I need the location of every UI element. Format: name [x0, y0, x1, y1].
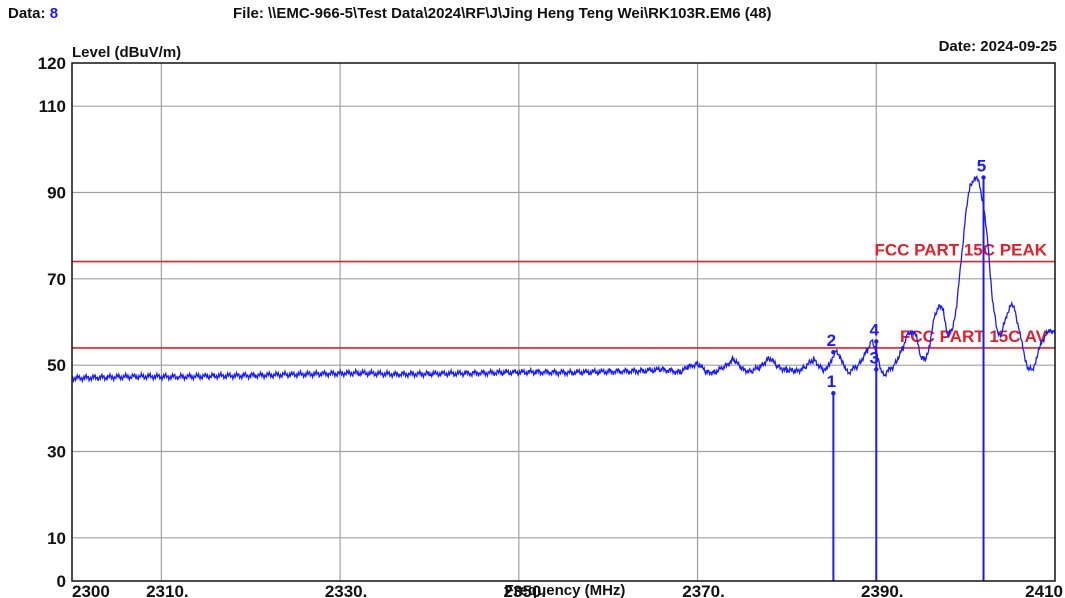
trace-layer — [71, 174, 1056, 384]
plot-frame — [71, 62, 1056, 582]
x-tick-label: 2370. — [682, 582, 725, 598]
y-tick-label: 70 — [47, 270, 66, 289]
y-tick-label: 30 — [47, 443, 66, 462]
x-tick-label: 2330. — [325, 582, 368, 598]
data-label: Data: — [8, 5, 46, 22]
marker-number: 5 — [977, 156, 986, 175]
tick-label-layer: 0 10 30 50 70 90 110 120 2300 2310. 2330. 2350. 2370… — [38, 54, 1063, 598]
marker-number: 4 — [870, 320, 880, 339]
marker-number: 3 — [870, 348, 879, 367]
y-tick-label: 110 — [39, 97, 66, 116]
marker-point — [874, 339, 879, 344]
file-path: File: \\EMC-966-5\Test Data\2024\RF\J\Ji… — [233, 5, 772, 22]
x-tick-label: 2300 — [72, 582, 110, 598]
marker-number: 2 — [827, 331, 836, 350]
date-label: Date: 2024-09-25 — [939, 38, 1057, 55]
x-tick-label: 2410 — [1025, 582, 1063, 598]
grid-layer — [72, 63, 1055, 581]
x-tick-label: 2390. — [861, 582, 904, 598]
marker-point — [831, 391, 836, 396]
x-axis-label: Frequency (MHz) — [505, 582, 626, 598]
marker-layer: 1 2 3 4 5 — [827, 156, 986, 581]
y-tick-label: 90 — [47, 184, 66, 203]
x-tick-label: 2350. — [504, 582, 547, 598]
data-value: 8 — [49, 5, 59, 22]
y-tick-label: 120 — [38, 54, 66, 73]
y-tick-label: 10 — [47, 529, 66, 548]
marker-point — [981, 175, 986, 180]
marker-number: 1 — [827, 372, 836, 391]
limit-line-label: FCC PART 15C PEAK — [874, 241, 1047, 260]
y-tick-label: 0 — [57, 572, 66, 591]
limit-line-label: FCC PART 15C AV — [900, 327, 1048, 346]
x-tick-label: 2310. — [146, 582, 189, 598]
y-tick-label: 50 — [47, 356, 66, 375]
limit-line-layer: FCC PART 15C PEAK FCC PART 15C AV — [72, 241, 1055, 349]
y-axis-label: Level (dBuV/m) — [72, 44, 181, 61]
data-indicator: Data: 8 — [8, 5, 58, 22]
marker-point — [831, 350, 836, 355]
spectrum-trace — [71, 174, 1056, 384]
